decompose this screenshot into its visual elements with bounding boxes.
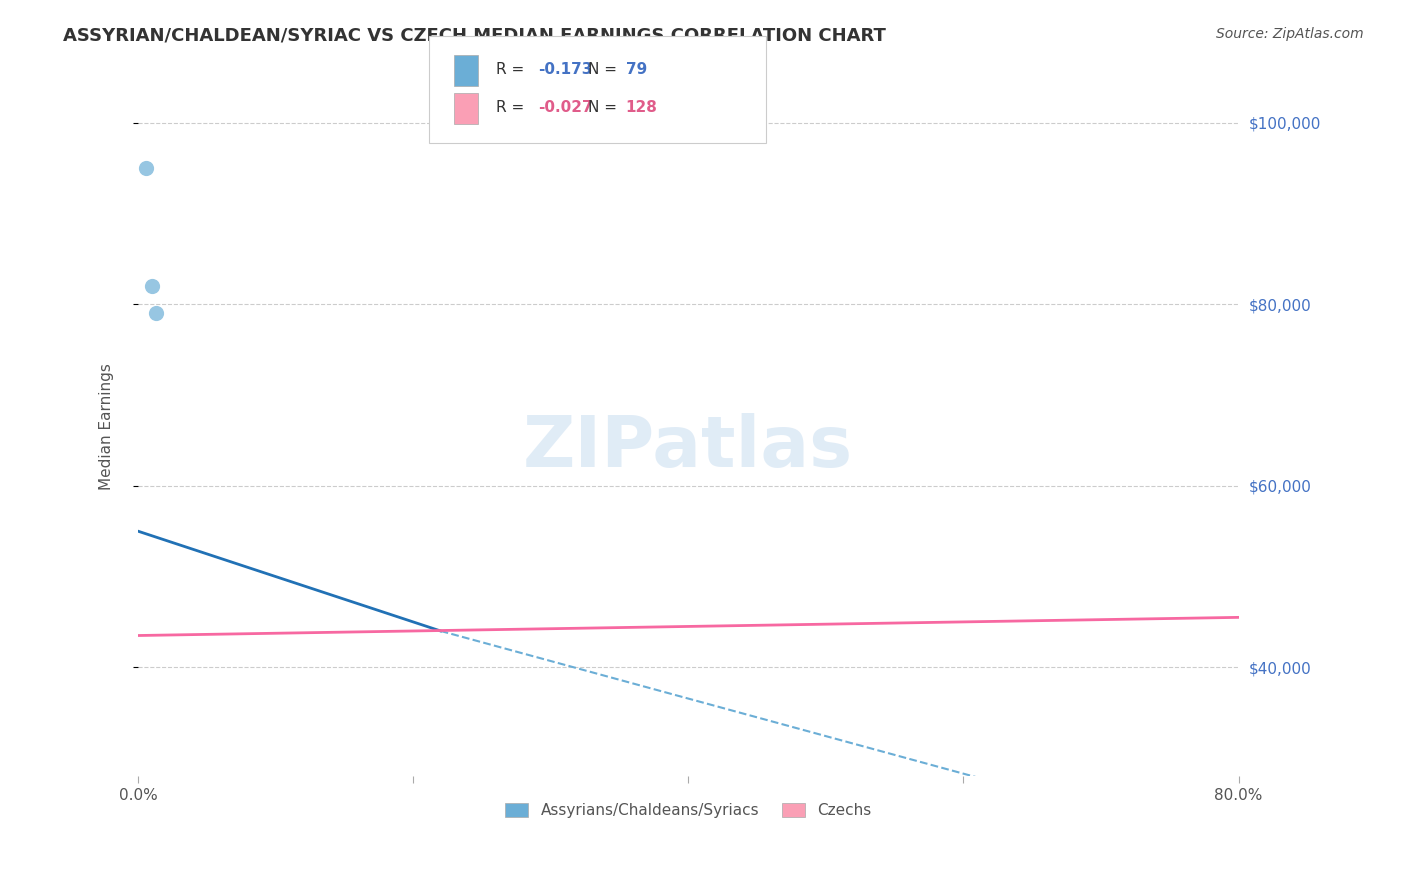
Text: ASSYRIAN/CHALDEAN/SYRIAC VS CZECH MEDIAN EARNINGS CORRELATION CHART: ASSYRIAN/CHALDEAN/SYRIAC VS CZECH MEDIAN… — [63, 27, 886, 45]
Text: 128: 128 — [626, 101, 658, 115]
Text: R =: R = — [496, 62, 530, 77]
Y-axis label: Median Earnings: Median Earnings — [100, 363, 114, 491]
Point — [145, 306, 167, 320]
Legend: Assyrians/Chaldeans/Syriacs, Czechs: Assyrians/Chaldeans/Syriacs, Czechs — [499, 797, 877, 824]
Text: R =: R = — [496, 101, 530, 115]
Point — [135, 161, 157, 176]
Text: -0.173: -0.173 — [538, 62, 593, 77]
Point — [141, 279, 163, 293]
Text: -0.027: -0.027 — [538, 101, 593, 115]
Text: ZIPatlas: ZIPatlas — [523, 413, 853, 483]
Text: 79: 79 — [626, 62, 647, 77]
Text: N =: N = — [588, 62, 621, 77]
Text: Source: ZipAtlas.com: Source: ZipAtlas.com — [1216, 27, 1364, 41]
Text: N =: N = — [588, 101, 621, 115]
